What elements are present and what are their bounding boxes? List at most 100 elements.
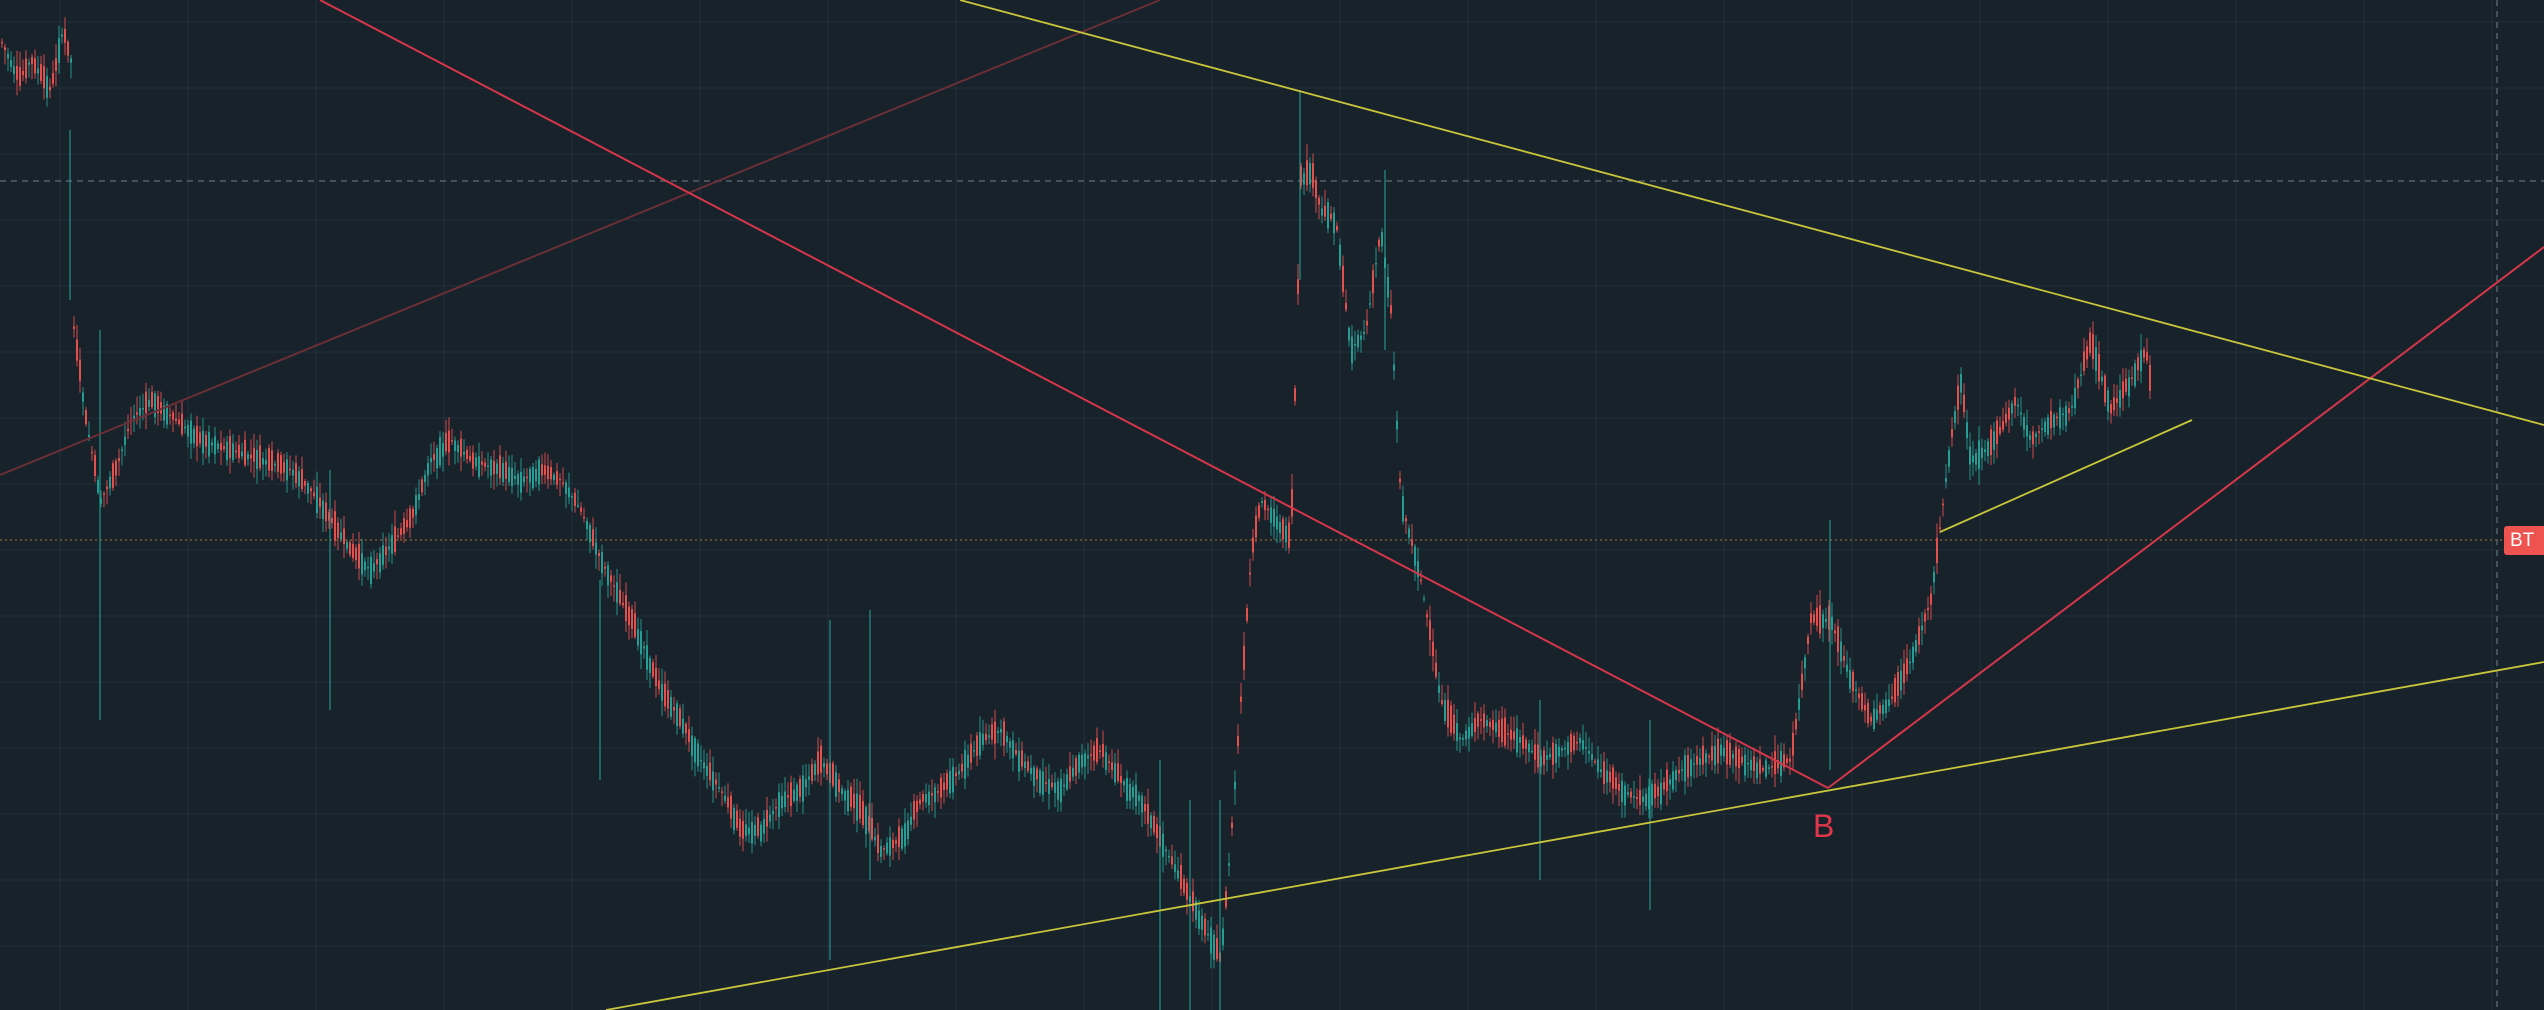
candle [1432,628,1434,672]
candle-body [1921,625,1923,631]
candle [1489,717,1491,736]
candle-body [1417,561,1419,578]
yellow-upper-resistance-trendline[interactable] [959,0,2544,426]
candle-body [760,824,762,842]
candle-body [1405,518,1407,522]
candle [874,827,876,847]
candle-body [1882,704,1884,714]
candle [1966,409,1968,450]
candle [169,407,171,425]
candle [415,487,417,525]
candle-body [1573,735,1575,751]
candle [1195,896,1197,929]
candle [466,446,468,464]
candle-body [556,471,558,485]
candle [679,704,681,730]
candle-body [1747,762,1749,765]
candle-body [1750,759,1752,771]
candle [1276,504,1278,543]
candle [1258,502,1260,522]
yellow-short-channel-trendline[interactable] [1939,419,2193,533]
candle-body [2125,378,2127,392]
candle [598,549,600,571]
candle [1120,763,1122,798]
candle-body [1240,696,1242,702]
candle-body [1705,753,1707,763]
candle-body [868,816,870,831]
candle-body [577,505,579,507]
candle [1339,238,1341,270]
candle-body [1336,225,1338,231]
candle [838,773,840,803]
candle-body [904,823,906,847]
candle-body [148,399,150,407]
candle-body [718,786,720,789]
candle-body [232,443,234,461]
candle [1786,754,1788,765]
candle-body [898,826,900,848]
candle [1969,432,1971,481]
candle-body [295,463,297,484]
candle-body [1588,751,1590,754]
candle-body [844,791,846,801]
candle-body [667,689,669,709]
candle [754,816,756,846]
candle [2059,399,2061,436]
candle-body [895,840,897,844]
red-ascending-trendline[interactable] [1827,246,2544,789]
candle-body [1570,734,1572,753]
candle-body [1840,641,1842,662]
candle-body [1519,736,1521,743]
yellow-lower-support-trendline[interactable] [605,661,2544,1010]
candle-body [730,795,732,819]
candle-body [1390,305,1392,314]
candle [580,502,582,516]
candle [238,434,240,464]
candle-body [811,764,813,781]
candle-body [1996,420,1998,445]
candle [763,810,765,843]
candle-body [4,47,6,51]
candle-body [1672,771,1674,790]
candle-body [580,507,582,512]
candle-body [1507,733,1509,735]
candle-body [376,559,378,565]
candle [2020,396,2022,426]
candle-body [637,629,639,646]
candle-body [124,436,126,445]
candle-body [70,58,72,63]
candle-body [1630,791,1632,798]
candle [1216,924,1218,962]
candle [1486,715,1488,733]
candle-body [475,457,477,467]
candle-body [1579,737,1581,744]
candle [496,458,498,487]
candle-body [619,589,621,604]
red-descending-trendline[interactable] [319,0,1829,789]
candle-body [1813,614,1815,623]
candle [781,783,783,817]
candle-body [199,432,201,444]
candle-body [742,821,744,839]
candle [1075,755,1077,785]
candle-body [172,412,174,420]
candle [934,783,936,818]
candle [667,680,669,719]
candle-body [2056,416,2058,419]
candle [1933,565,1935,595]
candle-body [1036,768,1038,780]
candle-body [826,763,828,775]
candle [1645,787,1647,811]
candle [877,822,879,862]
candle [2056,412,2058,426]
faint-red-ascending-trendline[interactable] [0,0,1161,476]
candle-body [1720,744,1722,756]
candle-body [2032,431,2034,445]
candle [1108,754,1110,773]
candle-body [589,524,591,543]
candle [664,671,666,712]
candle-body [1762,768,1764,771]
